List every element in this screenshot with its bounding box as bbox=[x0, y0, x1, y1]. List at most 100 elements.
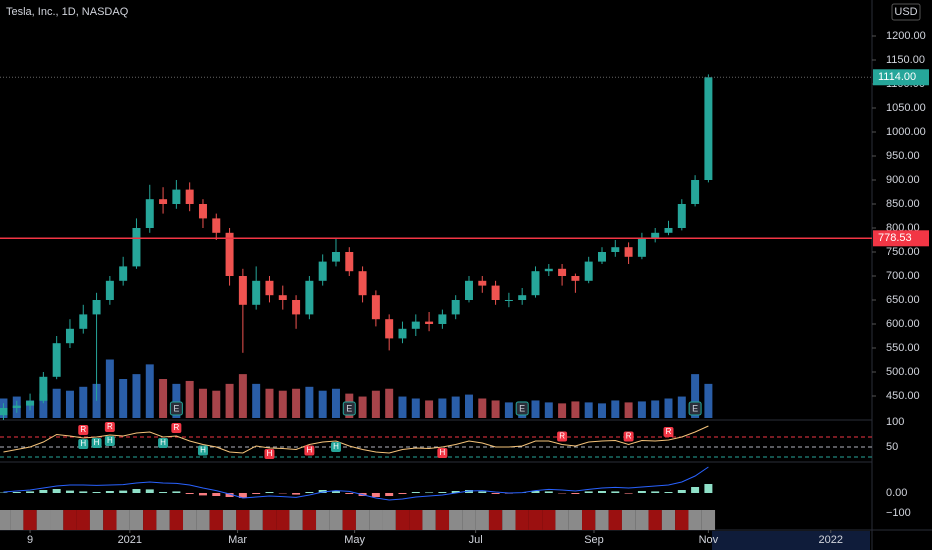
volume-bar bbox=[212, 390, 221, 418]
volume-bar bbox=[531, 400, 540, 418]
macd-bar bbox=[651, 491, 660, 493]
rsi-tick-label: 100 bbox=[886, 416, 904, 428]
candle-body bbox=[331, 252, 340, 262]
volume-bar bbox=[611, 400, 620, 418]
candle-body bbox=[371, 295, 380, 320]
chart-title: Tesla, Inc., 1D, NASDAQ bbox=[6, 6, 129, 18]
candle-body bbox=[491, 285, 500, 300]
macd-line bbox=[3, 466, 709, 501]
candle-body bbox=[145, 199, 154, 228]
candle-body bbox=[12, 405, 21, 408]
candle-body bbox=[252, 280, 261, 305]
trend-cell bbox=[568, 510, 583, 530]
trend-cell bbox=[488, 510, 503, 530]
trend-cell bbox=[222, 510, 237, 530]
y-tick-label: 700.00 bbox=[886, 270, 920, 282]
macd-bar bbox=[571, 493, 580, 494]
trend-cell bbox=[103, 510, 117, 530]
rsi-marker-label: H bbox=[94, 438, 100, 447]
macd-bar bbox=[185, 493, 194, 494]
trend-cell bbox=[701, 510, 716, 530]
macd-bar bbox=[92, 492, 101, 493]
volume-bar bbox=[65, 390, 74, 418]
candle-body bbox=[238, 276, 247, 305]
trend-cell bbox=[502, 510, 516, 530]
macd-bar bbox=[411, 492, 420, 493]
candle-body bbox=[584, 261, 593, 281]
macd-bar bbox=[331, 491, 340, 493]
volume-bar bbox=[358, 396, 367, 418]
macd-bar bbox=[65, 490, 74, 493]
trend-cell bbox=[555, 510, 569, 530]
candle-body bbox=[185, 189, 194, 204]
trend-cell bbox=[675, 510, 689, 530]
trend-cell bbox=[76, 510, 90, 530]
volume-bar bbox=[305, 386, 314, 418]
rsi-marker bbox=[171, 423, 182, 433]
trend-cell bbox=[89, 510, 104, 530]
candle-body bbox=[212, 218, 221, 233]
macd-bar bbox=[677, 490, 686, 493]
macd-bar bbox=[584, 491, 593, 493]
macd-bar bbox=[345, 493, 354, 494]
trend-cell bbox=[36, 510, 51, 530]
volume-bar bbox=[371, 390, 380, 418]
candle-body bbox=[571, 276, 580, 281]
volume-bar bbox=[664, 398, 673, 418]
trend-cell bbox=[409, 510, 423, 530]
y-tick-label: 600.00 bbox=[886, 318, 920, 330]
rsi-marker-label: R bbox=[107, 422, 113, 431]
trend-cell bbox=[50, 510, 64, 530]
volume-bar bbox=[79, 386, 88, 418]
y-tick-label: 850.00 bbox=[886, 198, 920, 210]
macd-bar bbox=[145, 489, 154, 493]
trend-cell bbox=[648, 510, 662, 530]
candle-body bbox=[411, 321, 420, 329]
y-tick-label: 650.00 bbox=[886, 294, 920, 306]
macd-bar bbox=[12, 492, 21, 493]
volume-bar bbox=[464, 394, 473, 418]
rsi-marker-label: R bbox=[173, 423, 179, 432]
macd-bar bbox=[26, 491, 35, 493]
volume-bar bbox=[637, 401, 646, 418]
rsi-marker bbox=[304, 445, 315, 456]
trend-cell bbox=[196, 510, 210, 530]
volume-bar bbox=[145, 364, 154, 418]
candle-body bbox=[278, 295, 287, 300]
currency-box[interactable] bbox=[891, 3, 921, 21]
macd-bar bbox=[664, 492, 673, 493]
volume-bar bbox=[238, 374, 247, 418]
candle-body bbox=[531, 271, 540, 296]
trend-cell bbox=[316, 510, 330, 530]
macd-bar bbox=[624, 493, 633, 494]
candle-body bbox=[65, 328, 74, 344]
trend-cell bbox=[156, 510, 170, 530]
macd-bar bbox=[398, 493, 407, 494]
volume-bar bbox=[105, 359, 114, 418]
macd-tick-label: 0.00 bbox=[886, 487, 907, 499]
rsi-marker bbox=[437, 448, 448, 458]
rsi-marker-label: H bbox=[306, 446, 312, 455]
macd-bar bbox=[225, 493, 234, 497]
rsi-line bbox=[3, 425, 709, 454]
trend-cell bbox=[0, 510, 11, 530]
candle-body bbox=[198, 204, 207, 219]
candle-body bbox=[518, 295, 527, 300]
candle-body bbox=[611, 247, 620, 252]
currency: USD bbox=[894, 6, 917, 18]
volume-bar bbox=[278, 390, 287, 418]
candle-body bbox=[464, 280, 473, 300]
candle-body bbox=[385, 319, 394, 339]
rsi-marker bbox=[91, 438, 102, 448]
rsi-marker bbox=[158, 438, 169, 448]
rsi-tick-label: 50 bbox=[886, 441, 898, 453]
candle-body bbox=[292, 300, 301, 315]
trend-cell bbox=[249, 510, 263, 530]
macd-bar bbox=[451, 491, 460, 493]
macd-bar bbox=[371, 493, 380, 497]
rsi-marker-label: H bbox=[439, 448, 445, 457]
volume-bar bbox=[624, 402, 633, 418]
volume-bar bbox=[39, 393, 48, 418]
trend-cell bbox=[422, 510, 436, 530]
